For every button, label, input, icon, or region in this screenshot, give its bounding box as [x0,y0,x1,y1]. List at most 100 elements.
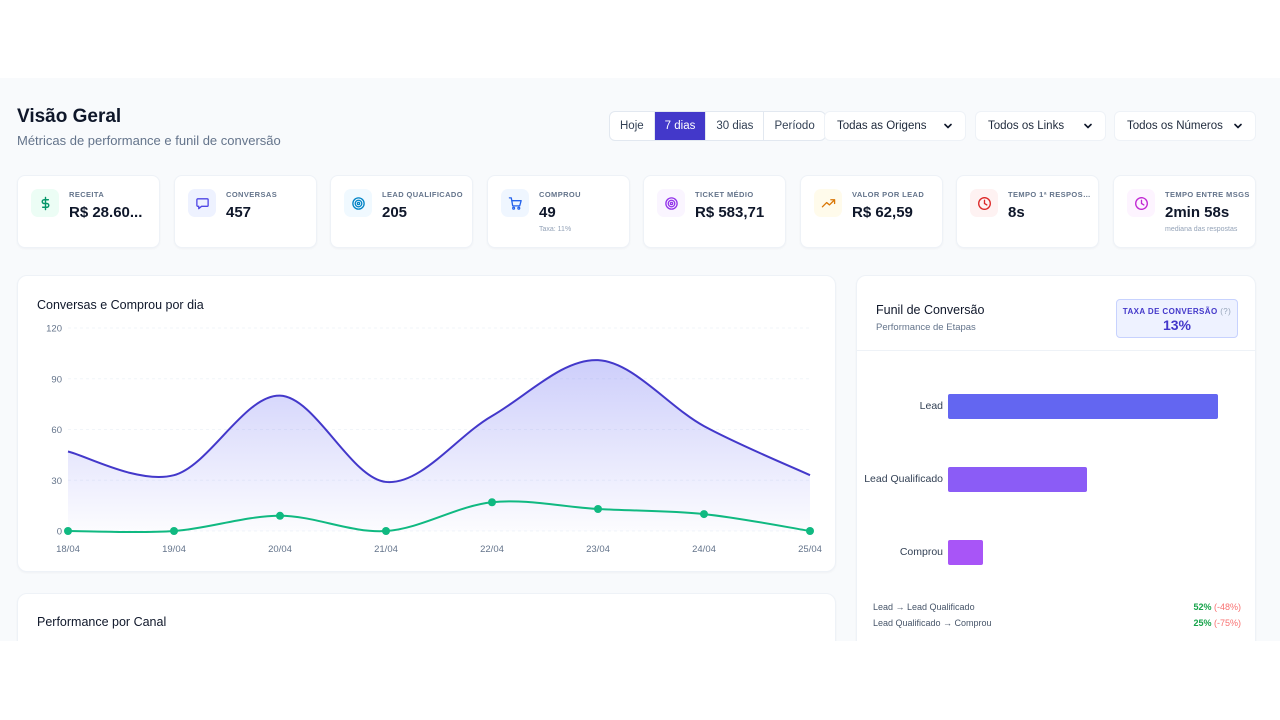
help-icon[interactable]: (?) [1220,307,1232,316]
chart-title: Conversas e Comprou por dia [37,298,204,312]
daily-area-chart: 0 30 60 90 120 18/04 19/04 20/04 21/04 22/04 23/04… [46,324,822,556]
kpi-label: VALOR POR LEAD [852,190,925,199]
y-tick-label: 120 [46,324,62,335]
chevron-down-icon [1234,123,1242,129]
kpi-card-comprou: COMPROU 49 Taxa: 11% [487,175,630,248]
y-tick-label: 30 [51,476,62,487]
y-tick-label: 60 [51,425,62,436]
link-filter-value: Todos os Links [988,120,1065,132]
kpi-label: TICKET MÉDIO [695,190,754,199]
series-line [67,500,811,534]
date-range-selector: Hoje 7 dias 30 dias Período [609,111,826,141]
funnel-stat-row: Lead → Lead Qualificado 52% (-48%) [873,602,1241,612]
kpi-note: Taxa: 11% [539,226,572,233]
clock-icon [970,189,998,217]
kpi-value: 8s [1008,204,1025,221]
funnel-stat-pct: 52% [1193,602,1212,612]
funnel-stat-pct: 25% [1193,618,1212,628]
kpi-label: TEMPO 1ª RESPOSTA [1008,190,1093,199]
kpi-card-lead-qualificado: LEAD QUALIFICADO 205 [330,175,473,248]
x-tick-label: 23/04 [586,544,610,555]
target-icon [344,189,372,217]
kpi-label: LEAD QUALIFICADO [382,190,463,199]
page-title: Visão Geral [17,106,122,127]
kpi-card-tempo-primeira-resposta: TEMPO 1ª RESPOSTA 8s [956,175,1099,248]
clock-icon [1127,189,1155,217]
dashboard: Visão Geral Métricas de performance e fu… [0,78,1280,641]
funnel-stage-bar[interactable] [948,467,1087,492]
conversion-rate-badge: TAXA DE CONVERSÃO (?) 13% [1116,299,1238,338]
kpi-card-conversas: CONVERSAS 457 [174,175,317,248]
message-icon [188,189,216,217]
origin-filter-select[interactable]: Todas as Origens [824,111,966,141]
kpi-value: 2min 58s [1165,204,1230,221]
chevron-down-icon [1084,123,1092,129]
conversion-rate-value: 13% [1162,317,1192,333]
x-tick-label: 18/04 [56,544,80,555]
kpi-card-ticket-medio: TICKET MÉDIO R$ 583,71 [643,175,786,248]
origin-filter-value: Todas as Origens [837,120,927,132]
funnel-stage-label: Comprou [899,546,943,558]
x-tick-label: 24/04 [692,544,716,555]
funnel-subtitle: Performance de Etapas [876,322,976,333]
funnel-stage-label: Lead [919,400,943,412]
funnel-stat-label: Lead → Lead Qualificado [873,602,975,612]
funnel-stat-row: Lead Qualificado → Comprou 25% (-75%) [873,618,1241,628]
kpi-label: TEMPO ENTRE MSGS [1165,190,1250,199]
dollar-icon [31,189,59,217]
cart-icon [501,189,529,217]
funnel-bars: Lead Lead Qualificado Comprou [857,276,1257,641]
kpi-label: CONVERSAS [226,190,278,199]
kpi-value: R$ 28.60... [69,204,143,221]
funnel-title: Funil de Conversão [876,303,985,317]
funnel-stat-delta: (-48%) [1213,602,1241,612]
data-point[interactable] [170,527,178,535]
range-7-days-button[interactable]: 7 dias [654,112,707,140]
x-tick-label: 21/04 [374,544,398,555]
series-line [67,359,811,483]
kpi-value: 49 [539,204,556,221]
data-point[interactable] [382,527,390,535]
channel-card-title: Performance por Canal [37,615,167,629]
number-filter-value: Todos os Números [1127,120,1223,132]
daily-chart-card: Conversas e Comprou por dia 0 30 60 90 120 18… [17,275,836,572]
x-tick-label: 25/04 [798,544,822,555]
data-point[interactable] [488,498,496,507]
range-today-button[interactable]: Hoje [610,112,655,140]
kpi-note: mediana das respostas [1165,226,1238,233]
kpi-value: R$ 583,71 [695,204,765,221]
kpi-value: 457 [226,204,252,221]
range-custom-period-button[interactable]: Período [774,120,815,132]
kpi-row: RECEITA R$ 28.60... CONVERSAS 457 LEAD Q… [17,175,1256,248]
range-30-days-button[interactable]: 30 dias [706,112,765,140]
y-tick-label: 0 [57,527,62,538]
data-point[interactable] [806,527,814,535]
kpi-card-tempo-entre-mensagens: TEMPO ENTRE MSGS 2min 58s mediana das re… [1113,175,1256,248]
bullseye-icon [657,189,685,217]
kpi-card-valor-por-lead: VALOR POR LEAD R$ 62,59 [800,175,943,248]
number-filter-select[interactable]: Todos os Números [1114,111,1256,141]
chevron-down-icon [944,123,952,129]
funnel-stat-delta: (-75%) [1213,618,1241,628]
y-tick-label: 90 [51,374,62,385]
conversion-rate-label: TAXA DE CONVERSÃO [1122,307,1218,316]
funnel-stage-bar[interactable] [948,394,1218,419]
x-tick-label: 20/04 [268,544,292,555]
funnel-stat-label: Lead Qualificado → Comprou [873,618,992,628]
trend-up-icon [814,189,842,217]
series-area [68,360,810,531]
x-tick-label: 22/04 [480,544,504,555]
kpi-value: 205 [382,204,408,221]
x-tick-label: 19/04 [162,544,186,555]
kpi-value: R$ 62,59 [852,204,913,221]
page-subtitle: Métricas de performance e funil de conve… [17,133,281,148]
data-point[interactable] [276,511,284,520]
data-point[interactable] [64,527,72,535]
funnel-stage-label: Lead Qualificado [864,473,943,485]
funnel-stage-bar[interactable] [948,540,983,565]
kpi-label: RECEITA [69,190,105,199]
data-point[interactable] [700,510,708,519]
link-filter-select[interactable]: Todos os Links [975,111,1106,141]
funnel-card: Funil de Conversão Performance de Etapas… [856,275,1256,641]
data-point[interactable] [594,505,602,514]
